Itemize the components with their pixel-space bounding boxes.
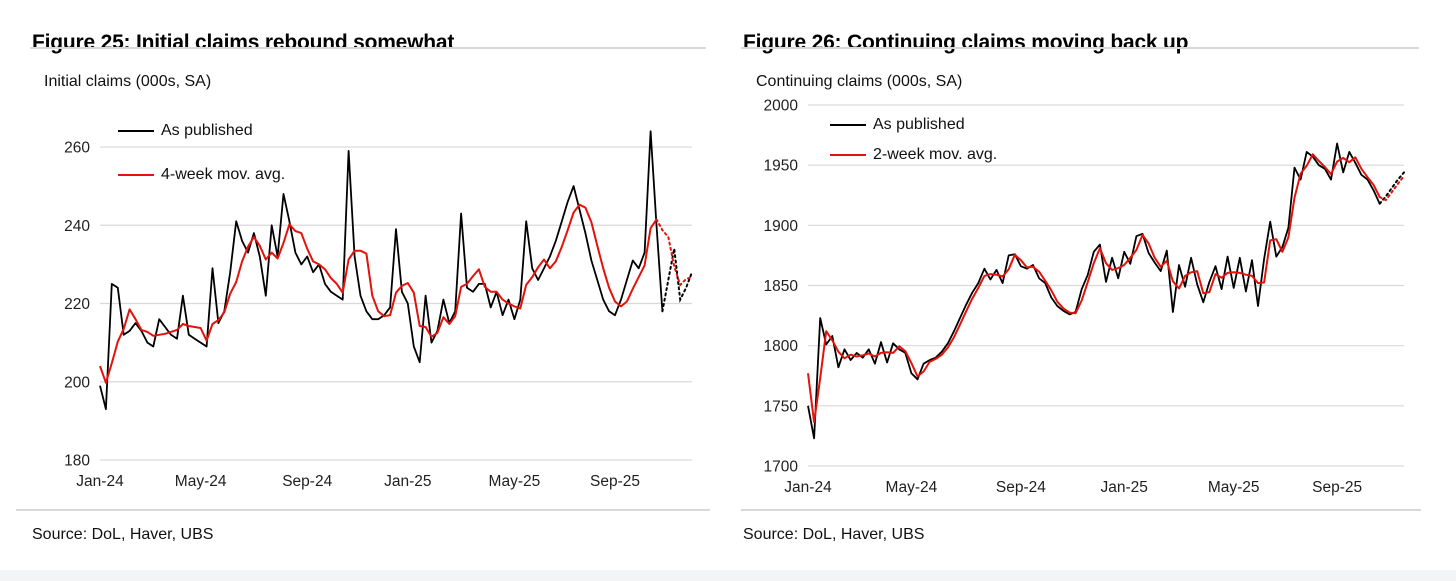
- svg-text:Jan-24: Jan-24: [76, 473, 124, 490]
- legend-moving-average: 2-week mov. avg.: [830, 144, 997, 166]
- legend-label: 4-week mov. avg.: [161, 166, 286, 183]
- legend-line-black: [118, 130, 154, 132]
- svg-text:Jan-24: Jan-24: [784, 479, 832, 496]
- legend-line-red: [118, 174, 154, 176]
- svg-text:1950: 1950: [764, 158, 799, 175]
- svg-text:Jan-25: Jan-25: [384, 473, 431, 490]
- svg-text:1800: 1800: [764, 338, 799, 355]
- figure-25-title: Figure 25: Initial claims rebound somewh…: [32, 31, 455, 55]
- svg-text:200: 200: [64, 374, 90, 391]
- legend-line-black: [830, 124, 866, 126]
- svg-text:May-24: May-24: [886, 479, 938, 496]
- svg-text:Jan-25: Jan-25: [1101, 479, 1148, 496]
- figure-26: Figure 26: Continuing claims moving back…: [728, 0, 1456, 581]
- page-bottom-band: [0, 570, 1456, 581]
- legend-label: As published: [873, 116, 965, 133]
- legend-moving-average: 4-week mov. avg.: [118, 164, 285, 186]
- initial-claims-chart: 180 200 220 240 260 Jan-24 May-24 Sep-24 Jan-25 M…: [64, 130, 693, 490]
- svg-text:Sep-24: Sep-24: [282, 473, 332, 490]
- svg-text:May-25: May-25: [489, 473, 541, 490]
- legend-as-published: As published: [118, 120, 253, 142]
- source-divider: [741, 509, 1421, 511]
- legend-label: As published: [161, 122, 253, 139]
- svg-text:260: 260: [64, 140, 90, 157]
- svg-text:2000: 2000: [764, 98, 799, 115]
- continuing-claims-chart: 1700 1750 1800 1850 1900 1950 2000 Jan-24 May-24…: [764, 98, 1405, 496]
- svg-text:1850: 1850: [764, 278, 799, 295]
- svg-text:May-25: May-25: [1208, 479, 1260, 496]
- svg-text:220: 220: [64, 296, 90, 313]
- figure-26-title: Figure 26: Continuing claims moving back…: [743, 31, 1189, 55]
- axis-title: Initial claims (000s, SA): [44, 73, 212, 90]
- svg-text:1700: 1700: [764, 459, 799, 476]
- svg-text:May-24: May-24: [175, 473, 227, 490]
- svg-text:Sep-24: Sep-24: [996, 479, 1046, 496]
- source-note: Source: DoL, Haver, UBS: [743, 526, 925, 543]
- figure-25: Figure 25: Initial claims rebound somewh…: [16, 31, 710, 543]
- title-divider: [30, 47, 706, 49]
- svg-text:Sep-25: Sep-25: [1312, 479, 1362, 496]
- title-divider: [741, 47, 1419, 49]
- legend-line-red: [830, 154, 866, 156]
- source-note: Source: DoL, Haver, UBS: [32, 526, 214, 543]
- svg-text:180: 180: [64, 453, 90, 470]
- svg-text:1750: 1750: [764, 398, 799, 415]
- legend-as-published: As published: [830, 114, 965, 136]
- legend-label: 2-week mov. avg.: [873, 146, 998, 163]
- svg-text:Sep-25: Sep-25: [590, 473, 640, 490]
- source-divider: [16, 509, 710, 511]
- axis-title: Continuing claims (000s, SA): [756, 73, 963, 90]
- svg-text:240: 240: [64, 218, 90, 235]
- svg-text:1900: 1900: [764, 218, 799, 235]
